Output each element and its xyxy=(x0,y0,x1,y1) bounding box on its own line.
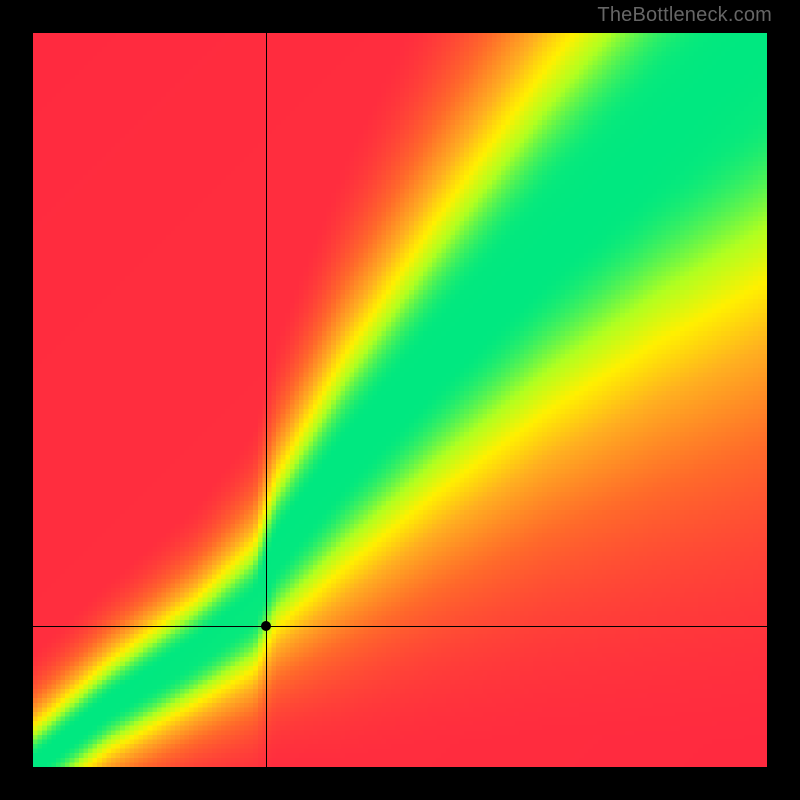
crosshair-horizontal xyxy=(33,626,767,627)
heatmap-canvas xyxy=(33,33,767,767)
heatmap-plot xyxy=(33,33,767,767)
crosshair-marker xyxy=(261,621,271,631)
crosshair-vertical xyxy=(266,33,267,767)
watermark-text: TheBottleneck.com xyxy=(597,4,772,27)
